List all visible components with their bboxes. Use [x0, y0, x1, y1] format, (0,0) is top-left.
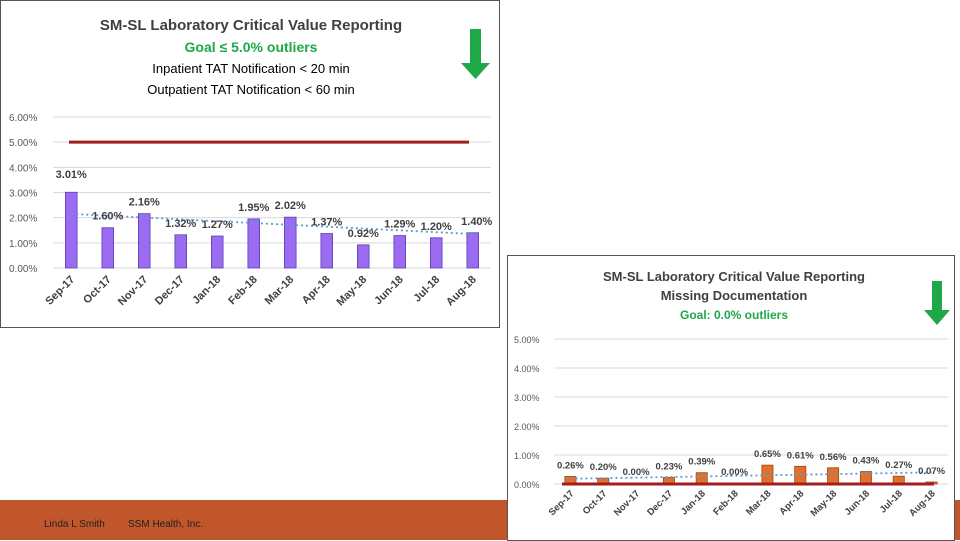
- x-tick-label: Nov-17: [612, 488, 642, 518]
- y-tick-label: 2.00%: [9, 214, 37, 225]
- data-label: 1.37%: [311, 217, 342, 229]
- x-tick-label: Dec-17: [645, 488, 675, 518]
- data-label: 1.27%: [202, 219, 233, 231]
- x-tick-label: Sep-17: [43, 274, 77, 308]
- y-tick-label: 4.00%: [514, 364, 540, 374]
- y-tick-label: 4.00%: [9, 163, 37, 174]
- data-label: 1.32%: [165, 218, 196, 230]
- y-tick-label: 3.00%: [9, 189, 37, 200]
- chart-panel-missing-doc: SM-SL Laboratory Critical Value Reportin…: [507, 255, 955, 541]
- data-label: 0.27%: [885, 460, 912, 471]
- x-tick-label: Dec-17: [153, 274, 187, 308]
- x-tick-label: Apr-18: [777, 488, 806, 517]
- data-label: 0.00%: [623, 467, 650, 478]
- bar-sep-17: [65, 191, 78, 269]
- x-tick-label: Mar-18: [263, 274, 297, 308]
- data-label: 0.00%: [721, 467, 748, 478]
- chart-subtitle: Goal ≤ 5.0% outliers: [185, 39, 318, 55]
- chart-tat-outliers: SM-SL Laboratory Critical Value Reportin…: [9, 17, 493, 309]
- data-label: 1.20%: [421, 221, 452, 233]
- x-tick-label: Oct-17: [81, 274, 114, 307]
- x-tick-label: Jul-18: [878, 488, 905, 515]
- chart-note: Outpatient TAT Notification < 60 min: [147, 82, 355, 97]
- x-tick-label: Jun-18: [372, 274, 406, 308]
- data-label: 0.39%: [688, 457, 715, 468]
- bar-jan-18: [695, 472, 708, 485]
- bar-may-18: [357, 244, 370, 269]
- bar-mar-18: [284, 216, 297, 269]
- bar-aug-18: [466, 232, 479, 269]
- chart-note: Goal: 0.0% outliers: [680, 308, 788, 322]
- y-tick-label: 5.00%: [9, 138, 37, 149]
- data-label: 0.26%: [557, 460, 584, 471]
- chart-subtitle: Missing Documentation: [661, 288, 808, 303]
- x-tick-label: Apr-18: [300, 274, 333, 307]
- data-label: 0.07%: [918, 466, 945, 477]
- x-tick-label: May-18: [335, 274, 370, 309]
- bar-jan-18: [211, 235, 224, 269]
- bar-jul-18: [430, 237, 443, 269]
- x-tick-label: Jun-18: [843, 488, 872, 517]
- bar-apr-18: [320, 233, 333, 269]
- data-label: 1.95%: [238, 202, 269, 214]
- bar-may-18: [827, 467, 840, 485]
- y-tick-label: 0.00%: [514, 480, 540, 490]
- down-arrow-icon: [461, 29, 490, 79]
- y-tick-label: 1.00%: [514, 451, 540, 461]
- data-label: 2.02%: [275, 200, 306, 212]
- y-tick-label: 5.00%: [514, 335, 540, 345]
- y-tick-label: 1.00%: [9, 239, 37, 250]
- trendline: [570, 471, 932, 480]
- y-tick-label: 3.00%: [514, 393, 540, 403]
- y-tick-label: 0.00%: [9, 264, 37, 275]
- chart-missing-documentation: SM-SL Laboratory Critical Value Reportin…: [514, 269, 950, 519]
- data-label: 2.16%: [129, 197, 160, 209]
- x-tick-label: Jul-18: [411, 274, 442, 305]
- bar-jun-18: [393, 235, 406, 269]
- chart-title: SM-SL Laboratory Critical Value Reportin…: [100, 17, 402, 34]
- trendline: [71, 212, 473, 235]
- footer-org: SSM Health, Inc.: [128, 519, 204, 530]
- footer-author: Linda L Smith: [44, 519, 105, 530]
- data-label: 1.29%: [384, 219, 415, 231]
- data-label: 0.20%: [590, 462, 617, 473]
- x-tick-label: Nov-17: [116, 274, 150, 308]
- chart-note: Inpatient TAT Notification < 20 min: [152, 61, 349, 76]
- x-tick-label: Sep-17: [547, 488, 577, 518]
- y-tick-label: 6.00%: [9, 113, 37, 124]
- bar-dec-17: [174, 234, 187, 269]
- chart-title: SM-SL Laboratory Critical Value Reportin…: [603, 269, 865, 284]
- down-arrow-icon: [924, 281, 950, 325]
- data-label: 0.43%: [852, 456, 879, 467]
- chart-panel-tat: SM-SL Laboratory Critical Value Reportin…: [0, 0, 500, 328]
- x-tick-label: Oct-17: [581, 488, 610, 517]
- bar-nov-17: [138, 213, 151, 269]
- x-tick-label: Feb-18: [711, 488, 740, 517]
- data-label: 0.56%: [820, 452, 847, 463]
- x-tick-label: Jan-18: [190, 274, 223, 307]
- data-label: 1.60%: [92, 211, 123, 223]
- x-tick-label: Aug-18: [907, 488, 938, 519]
- x-tick-label: Jan-18: [679, 488, 708, 517]
- data-label: 0.65%: [754, 449, 781, 460]
- data-label: 0.92%: [348, 228, 379, 240]
- x-tick-label: Aug-18: [444, 274, 479, 309]
- bar-oct-17: [101, 227, 114, 269]
- bar-feb-18: [247, 218, 260, 269]
- x-tick-label: May-18: [809, 488, 840, 519]
- y-tick-label: 2.00%: [514, 422, 540, 432]
- data-label: 3.01%: [56, 169, 87, 181]
- x-tick-label: Mar-18: [744, 488, 773, 517]
- data-label: 1.40%: [461, 216, 492, 228]
- data-label: 0.23%: [655, 461, 682, 472]
- data-label: 0.61%: [787, 450, 814, 461]
- x-tick-label: Feb-18: [226, 274, 260, 308]
